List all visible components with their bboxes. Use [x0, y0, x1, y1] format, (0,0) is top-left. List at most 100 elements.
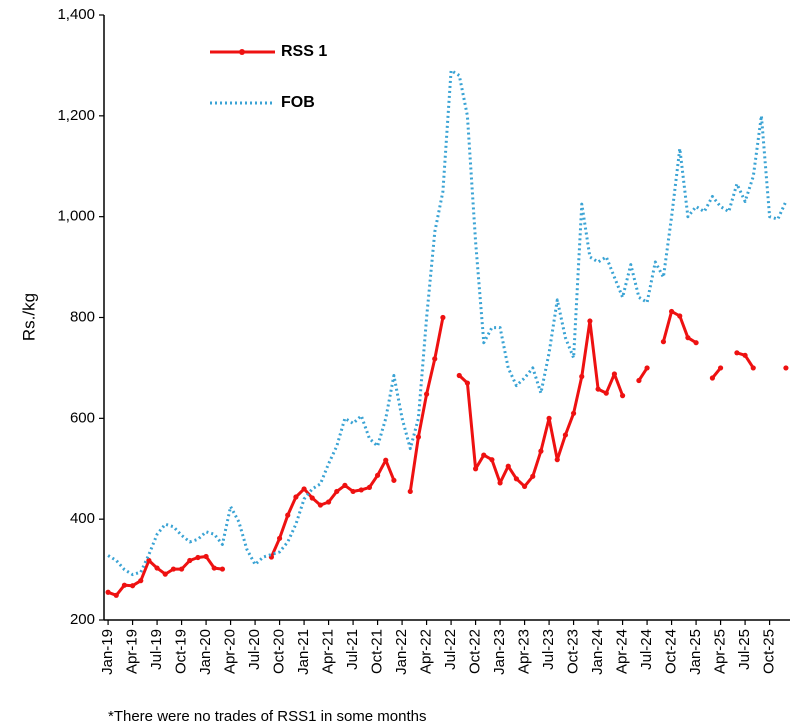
point — [742, 352, 748, 358]
x-tick-label: Jan-21 — [295, 629, 312, 675]
x-tick-label: Jul-21 — [344, 629, 361, 670]
legend-label: RSS 1 — [281, 43, 327, 60]
point — [709, 375, 716, 381]
x-tick-label: Jul-19 — [148, 629, 165, 670]
point — [350, 488, 356, 495]
point — [391, 477, 397, 483]
series-line — [107, 69, 788, 577]
point — [464, 380, 471, 386]
point — [121, 582, 128, 588]
y-tick-label: 1,200 — [57, 107, 95, 124]
x-tick-label: Jul-20 — [246, 629, 263, 670]
point — [366, 484, 373, 491]
point — [219, 566, 226, 572]
x-tick-label: Oct-23 — [565, 629, 582, 674]
point — [170, 566, 177, 572]
x-tick-label: Jul-25 — [736, 629, 753, 670]
point — [513, 476, 520, 482]
point — [717, 365, 724, 371]
x-tick-label: Apr-21 — [320, 629, 337, 674]
footnote: *There were no trades of RSS1 in some mo… — [108, 708, 427, 725]
x-tick-label: Apr-20 — [222, 629, 239, 674]
x-tick-label: Jan-23 — [491, 629, 508, 675]
series-line — [108, 311, 786, 595]
point — [383, 457, 389, 463]
point — [415, 434, 422, 440]
point — [497, 480, 503, 486]
y-tick-label: 200 — [70, 611, 95, 628]
x-tick-label: Jul-22 — [442, 629, 459, 670]
x-tick-label: Jan-20 — [197, 629, 214, 675]
point — [587, 318, 593, 324]
point — [546, 415, 552, 421]
point — [334, 488, 340, 495]
point — [734, 350, 740, 356]
point — [432, 356, 438, 362]
point — [440, 314, 446, 321]
x-tick-label: Apr-19 — [124, 629, 141, 674]
y-tick-label: 1,000 — [57, 208, 95, 225]
x-tick-label: Apr-23 — [516, 629, 533, 674]
point — [570, 410, 577, 416]
x-tick-label: Apr-25 — [712, 629, 729, 674]
x-tick-label: Oct-24 — [663, 629, 680, 674]
x-tick-label: Jan-22 — [393, 629, 410, 675]
x-tick-label: Jan-25 — [687, 629, 704, 675]
x-tick-label: Oct-25 — [761, 629, 778, 674]
point — [162, 571, 168, 577]
point — [309, 495, 315, 501]
y-tick-label: 400 — [70, 510, 95, 527]
point — [178, 566, 185, 572]
point — [481, 452, 487, 458]
y-tick-label: 600 — [70, 409, 95, 426]
point — [472, 466, 479, 472]
y-tick-label: 1,400 — [57, 6, 95, 23]
x-tick-label: Apr-24 — [614, 629, 631, 674]
point — [203, 553, 209, 560]
point — [660, 339, 667, 345]
x-tick-label: Jul-24 — [638, 629, 655, 670]
point — [154, 565, 160, 571]
x-tick-label: Apr-22 — [418, 629, 435, 674]
point — [603, 390, 609, 396]
point — [579, 373, 585, 380]
point — [521, 483, 528, 489]
point — [293, 494, 299, 500]
point — [285, 512, 291, 518]
point — [505, 463, 511, 469]
legend-label: FOB — [281, 94, 315, 111]
point — [783, 365, 789, 371]
point — [358, 487, 364, 493]
point — [685, 335, 691, 341]
point — [301, 486, 307, 492]
point — [456, 372, 462, 379]
point — [595, 386, 601, 392]
point — [195, 554, 201, 561]
point — [407, 488, 413, 495]
point — [276, 535, 283, 541]
x-tick-label: Jan-19 — [99, 629, 116, 675]
point — [105, 589, 111, 595]
point — [113, 592, 119, 598]
x-tick-label: Jul-23 — [540, 629, 557, 670]
point — [611, 371, 618, 377]
x-tick-label: Oct-22 — [467, 629, 484, 674]
point — [342, 482, 348, 488]
point — [423, 391, 430, 397]
point — [636, 377, 642, 384]
y-tick-label: 800 — [70, 308, 95, 325]
point — [750, 365, 756, 371]
legend-marker — [239, 49, 245, 55]
point — [489, 457, 495, 463]
point — [677, 313, 683, 319]
x-tick-label: Jan-24 — [589, 629, 606, 675]
point — [211, 565, 217, 571]
point — [644, 365, 650, 371]
x-tick-label: Oct-19 — [173, 629, 190, 674]
point — [129, 583, 136, 589]
point — [554, 457, 560, 463]
point — [619, 393, 626, 399]
point — [138, 578, 144, 584]
